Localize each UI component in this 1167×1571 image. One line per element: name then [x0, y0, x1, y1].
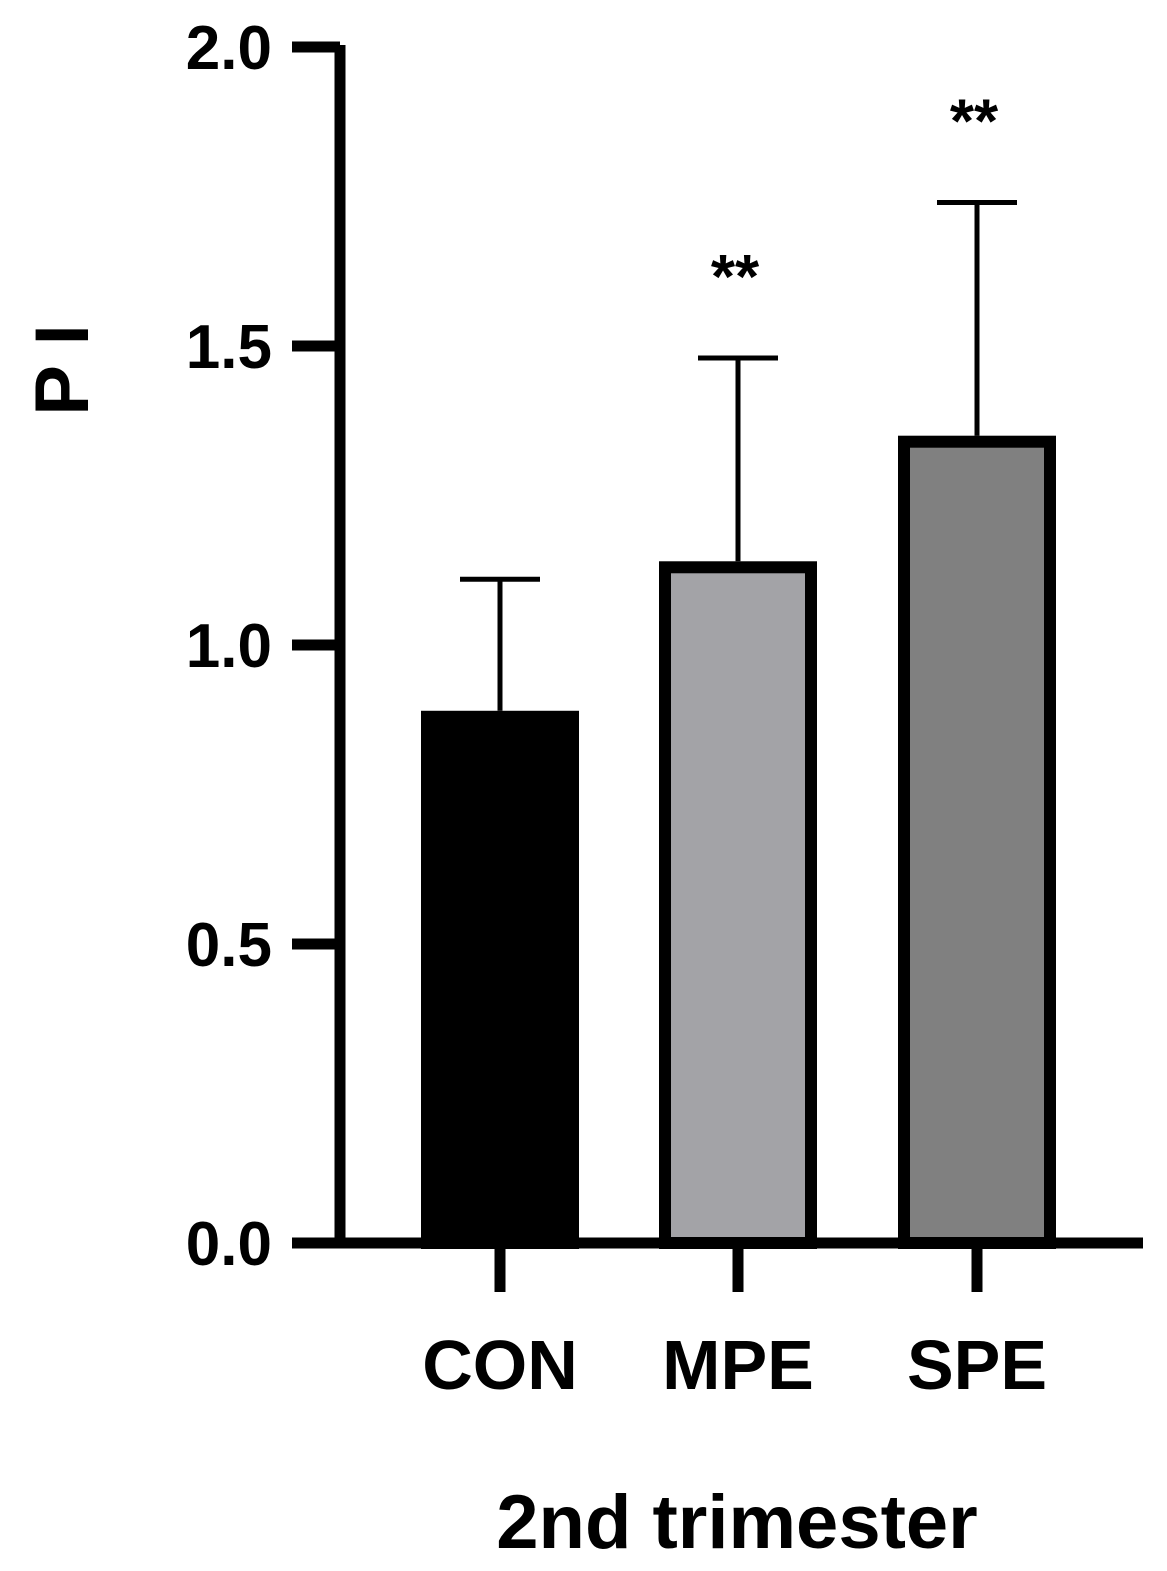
y-tick-label: 2.0: [186, 14, 272, 83]
x-axis: CON MPE SPE: [292, 1237, 1143, 1404]
significance-spe: **: [950, 87, 999, 156]
bar-spe: [898, 435, 1056, 1249]
y-tick-label: 0.5: [186, 911, 272, 980]
error-bars: [460, 199, 1017, 711]
y-axis: 0.0 0.5 1.0 1.5 2.0: [186, 14, 346, 1279]
bar-con: [421, 710, 579, 1249]
bar-mpe: [659, 561, 817, 1249]
x-tick-label-mpe: MPE: [662, 1326, 814, 1404]
y-tick-label: 0.0: [186, 1210, 272, 1279]
y-tick-label: 1.5: [186, 313, 272, 382]
significance-mpe: **: [711, 243, 760, 312]
x-axis-title: 2nd trimester: [496, 1480, 978, 1565]
x-tick-label-spe: SPE: [907, 1326, 1047, 1404]
bars: [421, 435, 1056, 1249]
x-tick-label-con: CON: [422, 1326, 578, 1404]
y-axis-title: P I: [20, 324, 105, 416]
significance-markers: ** **: [711, 87, 999, 311]
y-tick-label: 1.0: [186, 612, 272, 681]
